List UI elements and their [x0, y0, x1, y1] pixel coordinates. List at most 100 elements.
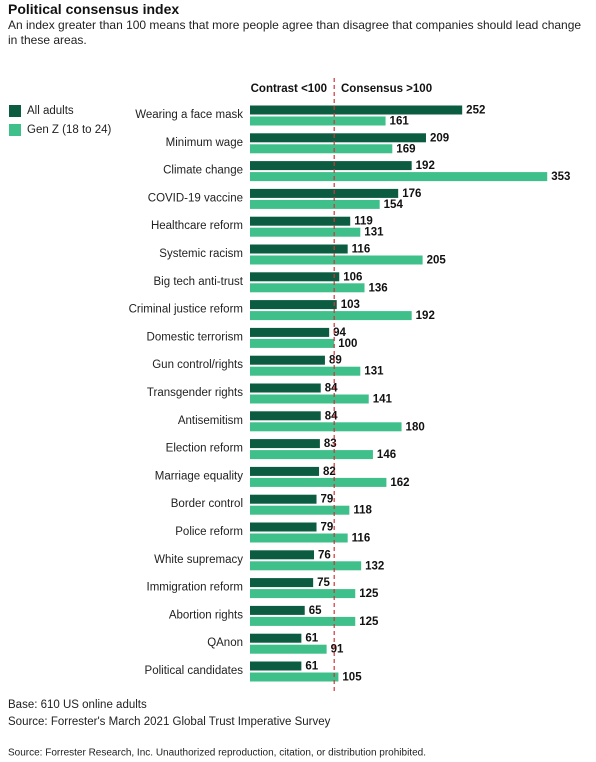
value-label: 100	[338, 338, 357, 350]
value-label: 176	[402, 188, 421, 200]
chart-title: Political consensus index	[8, 1, 180, 17]
bar	[250, 672, 339, 682]
bar	[250, 578, 314, 588]
value-label: 192	[416, 310, 435, 322]
left-header: Contrast <100	[251, 83, 327, 95]
category-label: Systemic racism	[159, 248, 243, 260]
bar	[250, 533, 348, 543]
value-label: 79	[321, 522, 334, 534]
bar	[250, 644, 327, 654]
category-label: Marriage equality	[155, 470, 243, 482]
right-header: Consensus >100	[341, 83, 432, 95]
value-label: 65	[309, 605, 322, 617]
bar	[250, 133, 426, 143]
value-label: 192	[416, 160, 435, 172]
bar	[250, 188, 399, 198]
category-label: Criminal justice reform	[129, 304, 243, 316]
note: Source: Forrester's March 2021 Global Tr…	[8, 716, 331, 728]
bar	[250, 589, 356, 599]
value-label: 84	[325, 410, 338, 422]
value-label: 82	[323, 466, 336, 478]
bar	[250, 661, 302, 671]
category-label: COVID-19 vaccine	[148, 192, 243, 204]
value-label: 205	[427, 255, 447, 267]
legend-label: Gen Z (18 to 24)	[27, 124, 112, 136]
note: Base: 610 US online adults	[8, 699, 147, 711]
bar	[250, 327, 330, 337]
value-label: 106	[343, 271, 362, 283]
bar	[250, 439, 320, 449]
bar	[250, 116, 386, 126]
bar	[250, 300, 337, 310]
legend-swatch	[9, 105, 21, 117]
bar	[250, 633, 302, 643]
value-label: 89	[329, 355, 342, 367]
bar	[250, 466, 320, 476]
bar	[250, 161, 412, 171]
bar	[250, 561, 362, 571]
value-label: 105	[342, 672, 362, 684]
value-label: 61	[305, 633, 318, 645]
value-label: 94	[333, 327, 346, 339]
category-label: Healthcare reform	[151, 220, 243, 232]
value-label: 103	[341, 299, 360, 311]
value-label: 132	[365, 560, 384, 572]
bar	[250, 283, 365, 293]
category-label: Domestic terrorism	[147, 331, 243, 343]
bar	[250, 383, 321, 393]
category-label: Border control	[171, 498, 243, 510]
value-label: 84	[325, 383, 338, 395]
category-label: Abortion rights	[169, 609, 243, 621]
bar	[250, 172, 548, 182]
bar	[250, 411, 321, 421]
value-label: 180	[406, 421, 425, 433]
bar	[250, 505, 350, 515]
bar	[250, 227, 361, 237]
value-label: 146	[377, 449, 396, 461]
value-label: 76	[318, 549, 331, 561]
value-label: 118	[353, 505, 372, 517]
bar	[250, 311, 412, 321]
category-label: Election reform	[166, 443, 243, 455]
bar	[250, 216, 351, 226]
category-label: Transgender rights	[147, 387, 243, 399]
category-label: Wearing a face mask	[135, 109, 243, 121]
bar	[250, 272, 340, 282]
bar	[250, 522, 317, 532]
bar	[250, 605, 305, 615]
value-label: 353	[551, 171, 570, 183]
value-label: 162	[390, 477, 409, 489]
value-label: 75	[317, 577, 330, 589]
value-label: 116	[352, 533, 371, 545]
value-label: 125	[359, 588, 379, 600]
value-label: 252	[466, 105, 485, 117]
bar	[250, 199, 380, 209]
bar	[250, 244, 348, 254]
bar	[250, 105, 463, 115]
value-label: 83	[324, 438, 337, 450]
bar	[250, 450, 373, 460]
value-label: 79	[321, 494, 334, 506]
legend-swatch	[9, 124, 21, 136]
category-label: Big tech anti-trust	[154, 276, 244, 288]
footer: Source: Forrester Research, Inc. Unautho…	[8, 748, 426, 759]
value-label: 119	[354, 216, 373, 228]
legend-label: All adults	[27, 105, 74, 117]
bar	[250, 494, 317, 504]
value-label: 209	[430, 132, 449, 144]
bar	[250, 255, 423, 265]
category-label: Immigration reform	[147, 582, 244, 594]
chart-subtitle: An index greater than 100 means that mor…	[8, 18, 582, 47]
value-label: 141	[373, 394, 393, 406]
value-label: 154	[384, 199, 404, 211]
category-label: Gun control/rights	[152, 359, 243, 371]
bar	[250, 550, 314, 560]
value-label: 91	[331, 644, 344, 656]
value-label: 136	[369, 282, 388, 294]
bar	[250, 355, 325, 365]
bar	[250, 477, 387, 487]
category-label: Climate change	[163, 165, 243, 177]
category-label: Antisemitism	[178, 415, 243, 427]
